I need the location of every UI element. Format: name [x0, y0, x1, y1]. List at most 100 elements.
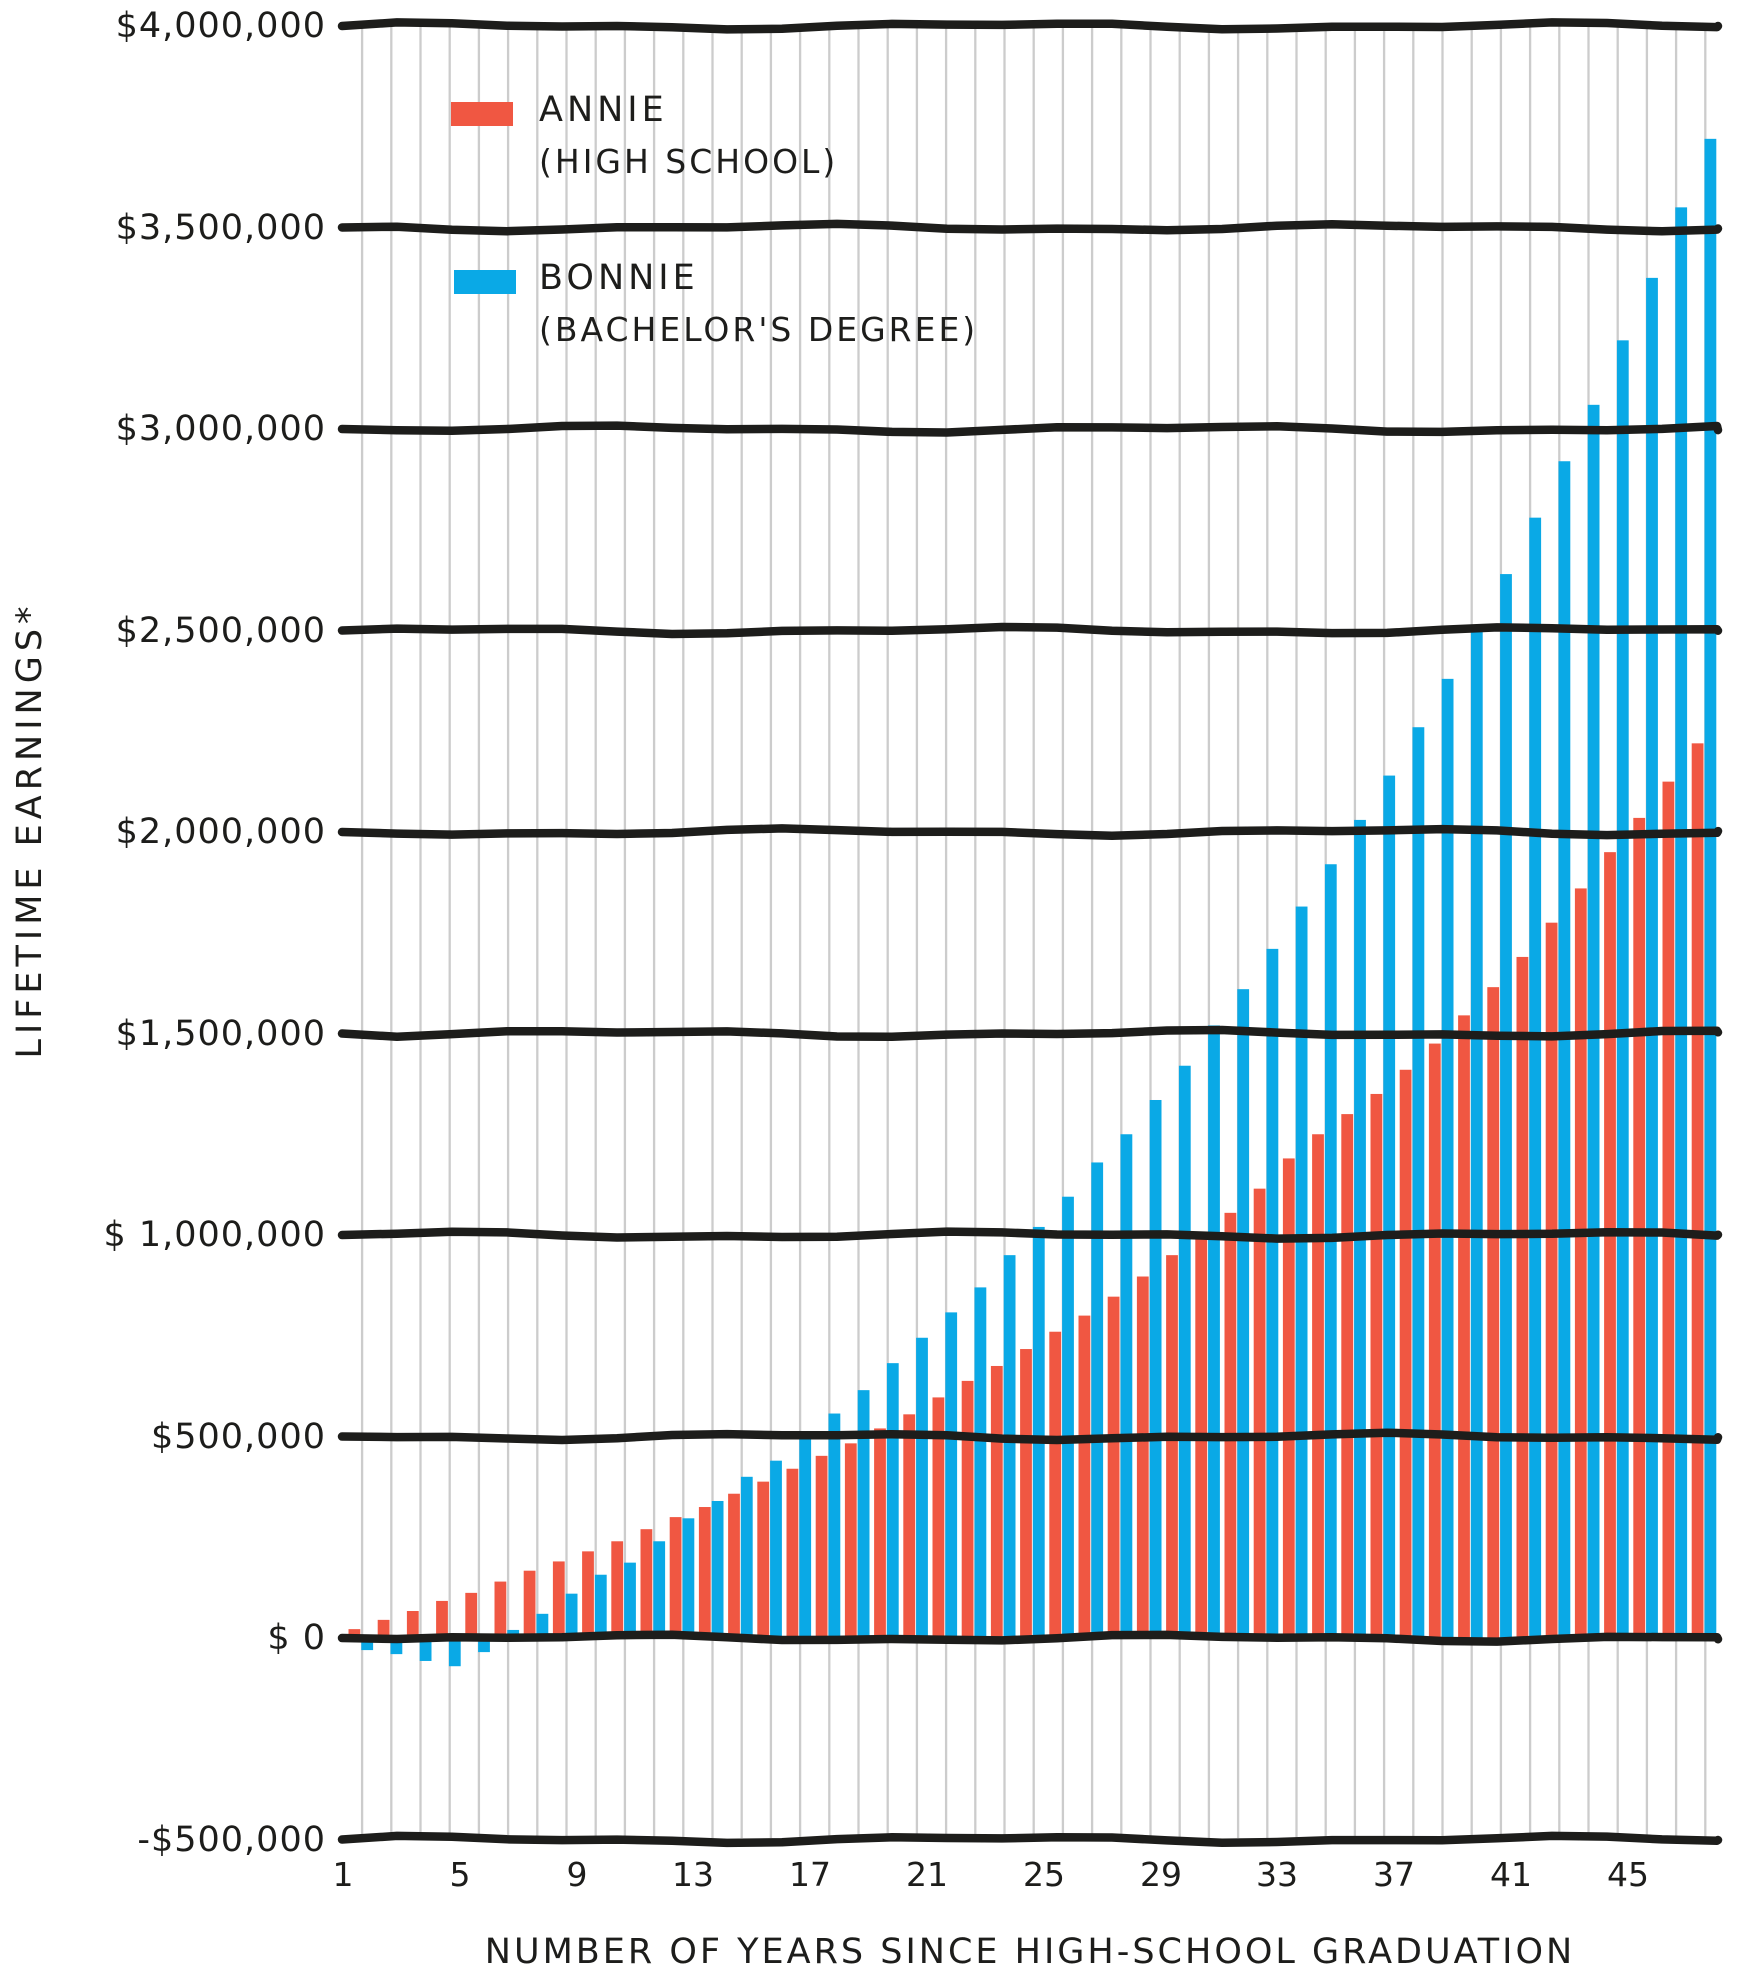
bar-bonnie-year-41: [1529, 517, 1542, 1639]
x-axis-label: 41: [1490, 1855, 1532, 1894]
gridline-2500000: [337, 622, 1723, 639]
bar-annie-year-12: [669, 1517, 682, 1638]
bar-bonnie-year-2: [390, 1638, 403, 1655]
bar-annie-year-24: [1020, 1349, 1032, 1638]
bar-annie-year-40: [1487, 987, 1500, 1638]
bar-bonnie-year-12: [682, 1518, 695, 1638]
bar-bonnie-year-36: [1383, 775, 1396, 1638]
bar-annie-year-38: [1428, 1043, 1441, 1638]
bar-bonnie-year-33: [1295, 906, 1308, 1638]
y-axis-label: $3,000,000: [115, 409, 326, 449]
bar-bonnie-year-4: [448, 1638, 461, 1667]
bar-annie-year-47: [1691, 743, 1704, 1638]
bar-bonnie-year-8: [565, 1593, 578, 1638]
y-axis-label: $3,500,000: [115, 208, 326, 248]
bar-annie-year-14: [728, 1493, 740, 1638]
x-axis-label: 29: [1140, 1855, 1182, 1894]
bar-bonnie-year-28: [1149, 1099, 1162, 1638]
bar-bonnie-year-39: [1470, 626, 1483, 1638]
y-axis-label: $1,500,000: [115, 1014, 326, 1054]
bar-bonnie-year-14: [740, 1476, 753, 1638]
gridline-500000: [337, 1428, 1723, 1445]
y-axis-label: $4,000,000: [115, 6, 326, 46]
x-axis-label: 1: [332, 1855, 354, 1894]
bar-annie-year-43: [1574, 888, 1587, 1638]
bar-bonnie-year-32: [1266, 948, 1279, 1638]
bar-annie-year-34: [1312, 1134, 1324, 1638]
bar-bonnie-year-40: [1500, 574, 1512, 1638]
bar-bonnie-year-25: [1062, 1196, 1074, 1638]
bar-bonnie-year-45: [1646, 277, 1658, 1638]
bar-annie-year-13: [698, 1507, 711, 1638]
bar-bonnie-year-11: [653, 1541, 666, 1638]
bar-annie-year-28: [1136, 1276, 1149, 1638]
bar-bonnie-year-9: [594, 1574, 607, 1638]
bar-annie-year-16: [786, 1468, 799, 1638]
gridline-1000000: [337, 1227, 1723, 1243]
gridline-1500000: [337, 1025, 1723, 1042]
bar-annie-year-17: [815, 1455, 828, 1638]
legend-swatch-annie: [451, 102, 513, 126]
legend-qualifier-annie: (HIGH SCHOOL): [539, 142, 839, 181]
bar-annie-year-9: [582, 1551, 594, 1638]
x-axis-label: 45: [1607, 1855, 1649, 1894]
bar-bonnie-year-1: [361, 1638, 374, 1651]
bar-annie-year-36: [1370, 1093, 1383, 1638]
bar-bonnie-year-3: [419, 1638, 432, 1661]
bar-bonnie-year-43: [1587, 404, 1600, 1638]
bar-annie-year-4: [436, 1600, 448, 1638]
bar-bonnie-year-5: [478, 1638, 490, 1653]
bar-bonnie-year-21: [945, 1312, 958, 1638]
bar-annie-year-7: [523, 1570, 536, 1638]
bar-annie-year-23: [990, 1365, 1003, 1638]
bar-annie-year-3: [406, 1610, 419, 1638]
bar-annie-year-5: [465, 1592, 478, 1638]
bar-bonnie-year-38: [1441, 678, 1454, 1638]
gridline-2000000: [337, 824, 1723, 840]
bar-annie-year-42: [1545, 922, 1558, 1638]
y-axis-label: $ 1,000,000: [103, 1215, 326, 1255]
y-axis-title: LIFETIME EARNINGS*: [10, 601, 50, 1059]
bar-annie-year-1: [348, 1629, 361, 1638]
bar-bonnie-year-31: [1237, 989, 1250, 1638]
x-axis-label: 25: [1023, 1855, 1065, 1894]
bar-bonnie-year-16: [799, 1438, 812, 1638]
bar-bonnie-year-20: [916, 1337, 928, 1638]
bar-bonnie-year-35: [1354, 819, 1366, 1638]
bar-bonnie-year-29: [1178, 1065, 1191, 1638]
x-axis-label: 13: [672, 1855, 714, 1894]
x-axis-label: 9: [566, 1855, 588, 1894]
bar-annie-year-25: [1049, 1331, 1062, 1638]
bar-bonnie-year-23: [1003, 1255, 1016, 1638]
bar-annie-year-26: [1078, 1315, 1091, 1638]
bar-annie-year-11: [640, 1529, 653, 1638]
bar-annie-year-27: [1107, 1296, 1120, 1638]
bar-annie-year-41: [1516, 956, 1529, 1638]
bar-annie-year-44: [1604, 852, 1616, 1638]
legend-swatch-bonnie: [454, 270, 516, 294]
bar-bonnie-year-13: [711, 1500, 724, 1638]
gridline--500000: [337, 1831, 1723, 1848]
bar-annie-year-21: [932, 1397, 945, 1638]
bar-bonnie-year-34: [1324, 864, 1337, 1638]
gridline-4000000: [337, 18, 1723, 34]
y-axis-label: $2,500,000: [115, 611, 326, 651]
legend-label-bonnie: BONNIE: [539, 258, 699, 298]
bar-bonnie-year-22: [974, 1287, 987, 1638]
bar-annie-year-31: [1224, 1212, 1237, 1638]
bar-bonnie-year-37: [1412, 727, 1425, 1638]
bar-annie-year-45: [1633, 817, 1646, 1638]
bar-bonnie-year-42: [1558, 461, 1571, 1638]
bar-bonnie-year-24: [1032, 1226, 1045, 1638]
bar-annie-year-39: [1458, 1015, 1470, 1638]
gridline-3000000: [337, 421, 1723, 437]
bar-bonnie-year-46: [1675, 207, 1688, 1639]
bar-annie-year-32: [1253, 1188, 1266, 1638]
bar-annie-year-22: [961, 1380, 974, 1638]
bar-annie-year-37: [1399, 1069, 1412, 1638]
x-axis-label: 21: [906, 1855, 948, 1894]
bar-annie-year-20: [903, 1414, 916, 1638]
bar-annie-year-18: [844, 1443, 857, 1638]
